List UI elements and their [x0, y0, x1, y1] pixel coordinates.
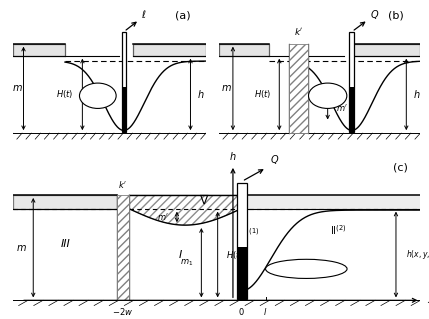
Text: $m_1$: $m_1$	[180, 257, 193, 268]
Bar	[237, 183, 247, 299]
Text: $h$: $h$	[229, 150, 237, 162]
Text: $\nabla$: $\nabla$	[199, 193, 210, 207]
Text: I: I	[178, 250, 181, 260]
Text: $H(t)$: $H(t)$	[226, 249, 243, 261]
Text: $\ell$: $\ell$	[141, 8, 147, 20]
Text: (a): (a)	[175, 11, 190, 20]
Bar	[289, 44, 308, 133]
Text: $T, S$: $T, S$	[320, 90, 336, 102]
Text: $T, S$: $T, S$	[298, 263, 314, 275]
Bar	[13, 195, 117, 209]
Text: $h$: $h$	[197, 88, 205, 100]
Text: $h$: $h$	[414, 88, 421, 100]
Text: $k'$: $k'$	[294, 26, 303, 37]
Bar	[13, 44, 65, 56]
Text: $m'$: $m'$	[157, 211, 169, 222]
Text: $T, S$: $T, S$	[90, 90, 106, 102]
Bar	[350, 32, 354, 132]
Text: $-2w$: $-2w$	[112, 306, 133, 317]
Text: (b): (b)	[388, 11, 404, 20]
Circle shape	[79, 83, 116, 108]
Text: $m'$: $m'$	[336, 102, 348, 113]
Text: $m$: $m$	[12, 84, 23, 93]
Circle shape	[308, 83, 347, 108]
Text: $Q$: $Q$	[370, 8, 379, 21]
Text: $H(t)$: $H(t)$	[56, 88, 74, 100]
Bar	[121, 87, 126, 132]
Text: $m$: $m$	[16, 243, 27, 253]
Text: $\mathrm{II}^{(2)}$: $\mathrm{II}^{(2)}$	[330, 224, 347, 237]
Text: $\mathrm{II}^{(1)}$: $\mathrm{II}^{(1)}$	[243, 226, 260, 240]
Bar	[219, 44, 269, 56]
Text: $k'$: $k'$	[118, 179, 127, 189]
Bar	[237, 247, 247, 299]
Text: $x$: $x$	[426, 295, 429, 305]
Text: $l$: $l$	[263, 306, 268, 317]
Text: $m$: $m$	[221, 84, 232, 93]
Text: $H(t)$: $H(t)$	[254, 88, 271, 100]
Bar	[133, 44, 206, 56]
Text: III: III	[61, 239, 71, 249]
Text: $h(x,y,t)$: $h(x,y,t)$	[406, 248, 429, 261]
Bar	[350, 44, 420, 56]
Ellipse shape	[266, 259, 347, 278]
Bar	[241, 195, 420, 209]
Bar	[350, 87, 354, 132]
Text: (c): (c)	[393, 162, 408, 172]
Text: $0$: $0$	[238, 306, 245, 317]
Text: $Q$: $Q$	[270, 153, 280, 166]
Bar	[117, 195, 129, 300]
Bar	[121, 32, 126, 132]
